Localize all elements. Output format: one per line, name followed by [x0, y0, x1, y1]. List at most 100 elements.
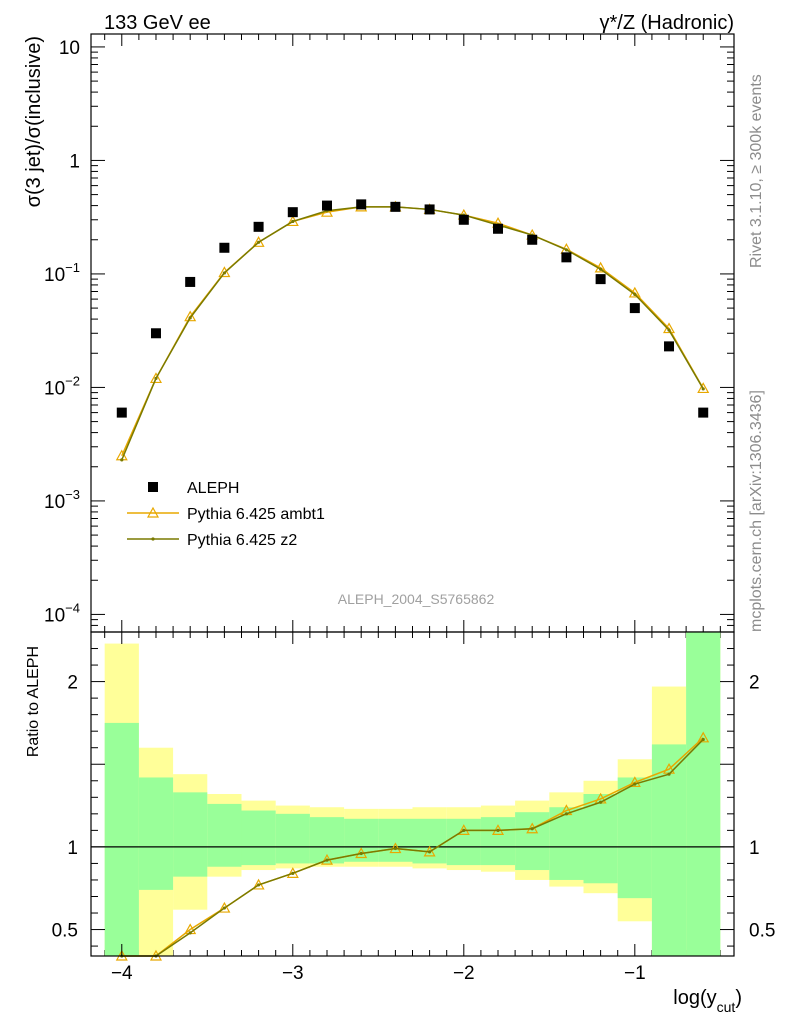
- aleph-data-point: [150, 328, 161, 339]
- mcplots-note: mcplots.cern.ch [arXiv:1306.3436]: [748, 390, 765, 632]
- legend-label: Pythia 6.425 z2: [187, 532, 297, 549]
- legend-z2-marker: [151, 537, 155, 541]
- ratio-xlabel: log(ycut): [673, 987, 742, 1015]
- main-dot-marker: [120, 458, 124, 462]
- ratio-dot-marker: [222, 906, 226, 910]
- y-tick-label: 1: [69, 151, 80, 172]
- main-triangle-marker: [218, 266, 231, 278]
- main-triangle-marker: [149, 372, 163, 384]
- aleph-data-point: [219, 242, 230, 253]
- xlabel-close: ): [735, 987, 742, 1009]
- main-dot-marker: [633, 292, 637, 297]
- band-stat-rect: [104, 722, 139, 956]
- main-triangle-marker: [252, 236, 265, 247]
- aleph-data-point: [595, 274, 606, 285]
- ratio-dot-marker: [359, 851, 363, 856]
- header-right: γ*/Z (Hadronic): [600, 12, 734, 34]
- main-triangle-marker: [697, 382, 710, 394]
- ratio-y-tick-label-right: 2: [749, 673, 760, 694]
- aleph-data-point: [356, 199, 367, 210]
- x-tick-label: −1: [624, 963, 646, 984]
- aleph-data-point: [698, 407, 709, 418]
- main-dot-marker: [599, 267, 603, 271]
- band-stat-rect: [275, 813, 310, 864]
- aleph-data-point: [458, 214, 469, 225]
- ratio-dot-marker: [325, 858, 329, 862]
- band-stat-rect: [651, 744, 687, 956]
- ratio-triangle-marker: [218, 901, 231, 913]
- ratio-panel: −4 −3 −2 −1 0.5 0.5 1 1 2 2: [52, 34, 775, 984]
- aleph-data-point: [253, 221, 264, 232]
- x-tick-label: −3: [282, 963, 304, 984]
- ratio-dot-marker: [291, 871, 295, 875]
- ratio-dot-marker: [564, 812, 569, 816]
- y-tick-label: 10−1: [44, 260, 80, 286]
- ratio-y-tick-label: 0.5: [52, 921, 78, 942]
- y-tick-exponent: −3: [65, 487, 80, 502]
- ratio-dot-marker: [428, 850, 432, 854]
- band-stat-rect: [309, 817, 345, 864]
- aleph-data-point: [561, 252, 572, 263]
- band-stat-rect: [207, 803, 242, 867]
- main-dot-marker: [701, 387, 705, 391]
- main-dot-marker: [188, 316, 192, 320]
- band-stat-rect: [686, 632, 721, 956]
- aleph-data-point: [629, 303, 640, 314]
- legend-label: ALEPH: [187, 480, 239, 497]
- ratio-y-tick-label: 1: [67, 838, 78, 859]
- aleph-data-point: [424, 204, 435, 215]
- ratio-ylabel: Ratio to ALEPH: [25, 646, 42, 757]
- band-stat-rect: [378, 818, 413, 862]
- ratio-frame: [90, 631, 735, 957]
- analysis-watermark: ALEPH_2004_S5765862: [338, 591, 495, 607]
- y-tick-base: 10: [44, 492, 65, 513]
- ratio-y-tick-label-right: 0.5: [749, 921, 775, 942]
- ratio-dot-marker: [667, 772, 671, 776]
- main-panel: 10−410−310−210−1110ALEPH_2004_S5765862AL…: [44, 33, 735, 956]
- ratio-triangle-marker: [697, 731, 710, 743]
- ratio-triangle-marker: [628, 776, 641, 788]
- xlabel-subscript: cut: [717, 999, 736, 1015]
- main-dot-marker: [222, 271, 226, 275]
- ratio-dot-marker: [633, 782, 637, 786]
- band-stat-rect: [583, 794, 618, 884]
- aleph-data-point: [493, 223, 504, 234]
- ratio-dot-marker: [462, 828, 466, 832]
- y-tick-label: 10−3: [44, 487, 80, 513]
- aleph-data-point: [185, 276, 196, 287]
- x-tick-label: −2: [453, 963, 475, 984]
- y-tick-label: 10−4: [44, 600, 80, 626]
- band-stat-rect: [138, 777, 174, 890]
- ratio-dot-marker: [530, 827, 534, 831]
- band-stat-rect: [617, 777, 652, 899]
- y-tick-label: 10−2: [44, 373, 80, 399]
- aleph-data-point: [321, 200, 332, 211]
- legend-ambt1-marker: [146, 506, 160, 518]
- ratio-dot-marker: [393, 846, 397, 851]
- main-dot-marker: [154, 376, 158, 381]
- legend-label: Pythia 6.425 ambt1: [187, 506, 325, 523]
- legend-aleph-marker: [148, 482, 158, 492]
- main-dot-marker: [564, 248, 569, 252]
- y-tick-base: 10: [44, 378, 65, 399]
- ratio-dot-marker: [701, 737, 705, 742]
- y-tick-base: 10: [44, 265, 65, 286]
- main-dot-marker: [667, 328, 671, 332]
- main-series-line: [121, 206, 704, 461]
- main-series-line: [121, 206, 704, 457]
- main-ylabel: σ(3 jet)/σ(inclusive): [23, 36, 45, 207]
- ratio-dot-marker: [256, 883, 261, 887]
- ratio-y-tick-label-right: 1: [749, 838, 760, 859]
- ratio-dot-marker: [599, 800, 603, 804]
- xlabel-main: log(y: [673, 987, 716, 1009]
- aleph-data-point: [664, 341, 675, 352]
- main-dot-marker: [256, 240, 261, 244]
- ratio-y-tick-label: 2: [67, 673, 78, 694]
- y-tick-exponent: −2: [65, 373, 80, 388]
- aleph-data-point: [287, 207, 298, 218]
- band-stat-rect: [549, 807, 584, 880]
- ratio-dot-marker: [188, 931, 192, 935]
- y-tick-label: 10: [59, 38, 80, 59]
- band-stat-rect: [241, 810, 276, 866]
